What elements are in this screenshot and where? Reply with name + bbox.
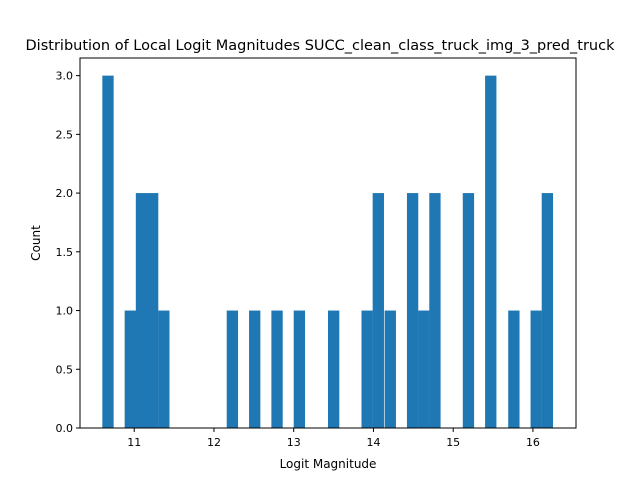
x-tick-label-3: 14 xyxy=(366,436,380,449)
x-tick-label-5: 16 xyxy=(526,436,540,449)
histogram-bar-11 xyxy=(372,193,384,428)
histogram-bar-0 xyxy=(102,75,114,429)
histogram-bar-13 xyxy=(406,193,419,428)
y-axis-label: Count xyxy=(29,225,43,261)
histogram-bar-6 xyxy=(249,310,261,428)
y-tick-label-2: 1.0 xyxy=(56,305,74,318)
histogram-bar-5 xyxy=(226,310,239,428)
y-tick-label-6: 3.0 xyxy=(56,70,74,83)
histogram-bar-12 xyxy=(384,310,396,428)
histogram-bar-15 xyxy=(429,193,441,428)
y-tick-label-3: 1.5 xyxy=(56,246,74,259)
histogram-bar-17 xyxy=(485,75,497,429)
x-axis-ticks: 11 12 13 14 15 16 xyxy=(127,428,540,449)
histogram-bar-8 xyxy=(293,310,306,428)
axes-frame xyxy=(79,57,577,429)
x-tick-label-1: 12 xyxy=(207,436,221,449)
bars-group xyxy=(102,75,554,429)
histogram-bar-1 xyxy=(124,310,136,428)
y-tick-label-5: 2.5 xyxy=(56,128,74,141)
x-tick-label-2: 13 xyxy=(287,436,301,449)
y-axis-ticks: 0.0 0.5 1.0 1.5 2.0 2.5 3.0 xyxy=(56,70,80,435)
histogram-bar-4 xyxy=(158,310,170,428)
histogram-bar-2 xyxy=(135,193,148,428)
histogram-bar-18 xyxy=(508,310,520,428)
histogram-bar-16 xyxy=(462,193,475,428)
chart-title: Distribution of Local Logit Magnitudes S… xyxy=(26,38,616,54)
y-tick-label-0: 0.0 xyxy=(56,422,74,435)
x-tick-label-0: 11 xyxy=(127,436,141,449)
histogram-bar-19 xyxy=(530,310,542,428)
x-axis-label: Logit Magnitude xyxy=(280,457,377,471)
histogram-bar-10 xyxy=(361,310,373,428)
histogram-bar-7 xyxy=(271,310,283,428)
x-tick-label-4: 15 xyxy=(446,436,460,449)
histogram-bar-3 xyxy=(146,193,159,428)
histogram-bar-9 xyxy=(328,310,340,428)
histogram-bar-14 xyxy=(418,310,430,428)
y-tick-label-4: 2.0 xyxy=(56,187,74,200)
y-tick-label-1: 0.5 xyxy=(56,363,74,376)
histogram-bar-20 xyxy=(541,193,554,428)
